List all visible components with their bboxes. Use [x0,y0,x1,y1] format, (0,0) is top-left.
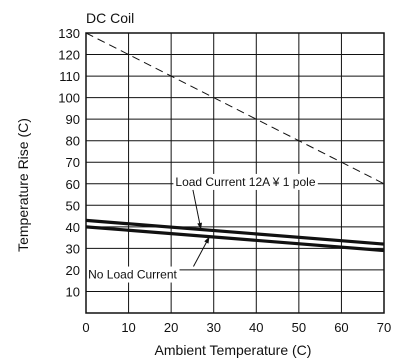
annotation-layer: Load Current 12A ¥ 1 pole No Load Current [86,173,318,283]
annotation-bg [173,173,318,190]
y-axis-label: Temperature Rise (C) [15,118,31,252]
x-tick-label: 20 [164,320,178,335]
y-tick-label: 70 [66,155,80,170]
tick-labels: 0 10 20 30 40 50 60 70 10 20 30 40 50 60 70 80 90 100 110 1… [58,26,391,335]
annotation-arrowhead [204,236,210,244]
y-tick-label: 50 [66,198,80,213]
x-tick-label: 10 [121,320,135,335]
annotation-bg [86,266,180,283]
series-line-0 [85,32,385,185]
annotation-1: No Load Current [86,236,210,283]
x-tick-label: 30 [206,320,220,335]
y-tick-label: 90 [66,112,80,127]
y-tick-label: 10 [66,284,80,299]
grid [86,33,384,313]
x-tick-label: 70 [377,320,391,335]
series-line-1 [85,218,385,246]
y-tick-label: 40 [66,220,80,235]
x-tick-label: 0 [82,320,89,335]
series-line-2 [85,225,385,253]
y-tick-label: 100 [58,91,80,106]
x-tick-label: 40 [249,320,263,335]
annotation-label: Load Current 12A ¥ 1 pole [175,175,315,189]
y-tick-label: 60 [66,177,80,192]
annotation-0: Load Current 12A ¥ 1 pole [173,173,318,230]
plot-frame [85,32,385,314]
annotation-arrowhead [197,222,202,230]
chart-title: DC Coil [86,10,134,26]
y-tick-label: 120 [58,48,80,63]
annotation-label: No Load Current [88,268,177,282]
series-layer [85,32,385,253]
y-tick-label: 30 [66,241,80,256]
y-tick-label: 110 [59,69,80,84]
y-tick-label: 20 [66,263,80,278]
annotation-arrow [192,189,202,230]
x-tick-label: 50 [292,320,306,335]
y-tick-label: 130 [58,26,80,41]
x-axis-label: Ambient Temperature (C) [155,342,312,358]
x-tick-label: 60 [334,320,348,335]
y-tick-label: 80 [66,134,80,149]
